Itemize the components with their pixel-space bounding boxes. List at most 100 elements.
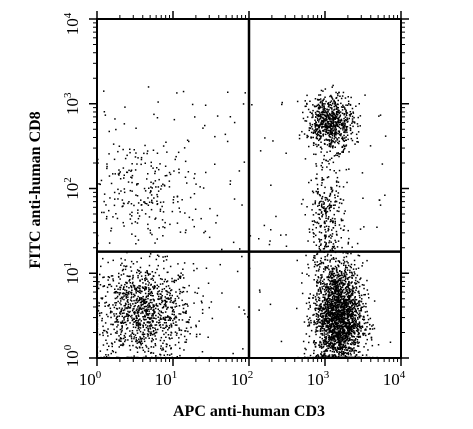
- event-dot: [147, 274, 150, 276]
- event-dot: [170, 347, 172, 349]
- event-dot: [333, 170, 335, 172]
- event-dot: [331, 125, 333, 128]
- event-dot: [139, 323, 142, 326]
- event-dot: [334, 320, 336, 323]
- event-dot: [334, 121, 336, 123]
- event-dot: [308, 127, 311, 129]
- event-dot: [168, 324, 171, 327]
- event-dot: [333, 268, 336, 270]
- event-dot: [339, 95, 341, 97]
- event-dot: [354, 302, 356, 304]
- event-dots: [96, 84, 392, 359]
- event-dot: [350, 326, 352, 328]
- event-dot: [342, 129, 344, 131]
- event-dot: [139, 266, 142, 269]
- event-dot: [328, 225, 330, 228]
- event-dot: [328, 140, 331, 142]
- event-dot: [123, 265, 125, 267]
- event-dot: [329, 130, 332, 132]
- event-dot: [321, 104, 323, 107]
- event-dot: [337, 130, 340, 132]
- event-dot: [119, 340, 121, 342]
- event-dot: [322, 296, 324, 298]
- event-dot: [164, 316, 167, 318]
- event-dot: [313, 265, 316, 268]
- event-dot: [137, 325, 139, 327]
- event-dot: [343, 124, 346, 127]
- event-dot: [338, 354, 340, 356]
- event-dot: [129, 266, 132, 268]
- event-dot: [330, 326, 332, 329]
- event-dot: [119, 338, 122, 340]
- event-dot: [362, 197, 364, 199]
- event-dot: [148, 337, 150, 339]
- event-dot: [347, 312, 349, 315]
- event-dot: [349, 350, 351, 352]
- event-dot: [319, 138, 321, 141]
- event-dot: [335, 128, 337, 130]
- event-dot: [350, 263, 353, 266]
- event-dot: [333, 109, 335, 111]
- event-dot: [328, 117, 330, 119]
- event-dot: [178, 341, 180, 344]
- event-dot: [162, 201, 165, 203]
- event-dot: [335, 129, 337, 131]
- event-dot: [149, 229, 151, 232]
- event-dot: [162, 312, 164, 314]
- event-dot: [327, 124, 329, 126]
- event-dot: [309, 124, 312, 126]
- event-dot: [333, 347, 336, 349]
- event-dot: [100, 312, 103, 314]
- event-dot: [347, 96, 349, 98]
- event-dot: [342, 354, 345, 356]
- event-dot: [144, 289, 146, 291]
- event-dot: [326, 285, 328, 288]
- event-dot: [339, 311, 341, 313]
- event-dot: [324, 186, 326, 189]
- event-dot: [346, 352, 348, 355]
- event-dot: [125, 281, 127, 284]
- event-dot: [343, 300, 345, 302]
- event-dot: [126, 313, 129, 315]
- event-dot: [146, 278, 148, 280]
- event-dot: [357, 342, 359, 345]
- event-dot: [111, 275, 114, 277]
- event-dot: [331, 191, 333, 193]
- event-dot: [156, 200, 158, 202]
- event-dot: [107, 279, 109, 281]
- event-dot: [171, 307, 173, 309]
- event-dot: [143, 307, 145, 310]
- event-dot: [343, 328, 345, 330]
- event-dot: [331, 220, 333, 222]
- event-dot: [325, 355, 327, 357]
- event-dot: [338, 318, 340, 320]
- event-dot: [112, 278, 114, 280]
- event-dot: [320, 289, 322, 291]
- event-dot: [349, 352, 352, 355]
- event-dot: [326, 284, 328, 286]
- event-dot: [305, 254, 307, 257]
- event-dot: [306, 206, 308, 208]
- event-dot: [336, 349, 338, 352]
- event-dot: [135, 309, 138, 312]
- event-dot: [338, 202, 341, 204]
- event-dot: [157, 264, 159, 267]
- event-dot: [135, 324, 138, 327]
- event-dot: [315, 143, 317, 146]
- event-dot: [327, 278, 330, 281]
- event-dot: [326, 309, 328, 311]
- event-dot: [138, 341, 140, 344]
- event-dot: [138, 299, 141, 301]
- event-dot: [358, 325, 361, 328]
- event-dot: [346, 134, 349, 136]
- event-dot: [353, 331, 356, 333]
- event-dot: [357, 325, 359, 327]
- event-dot: [149, 327, 151, 329]
- event-dot: [122, 202, 125, 204]
- event-dot: [314, 309, 317, 312]
- event-dot: [137, 306, 139, 308]
- event-dot: [341, 289, 344, 292]
- event-dot: [152, 339, 154, 341]
- event-dot: [329, 282, 332, 285]
- event-dot: [312, 224, 315, 226]
